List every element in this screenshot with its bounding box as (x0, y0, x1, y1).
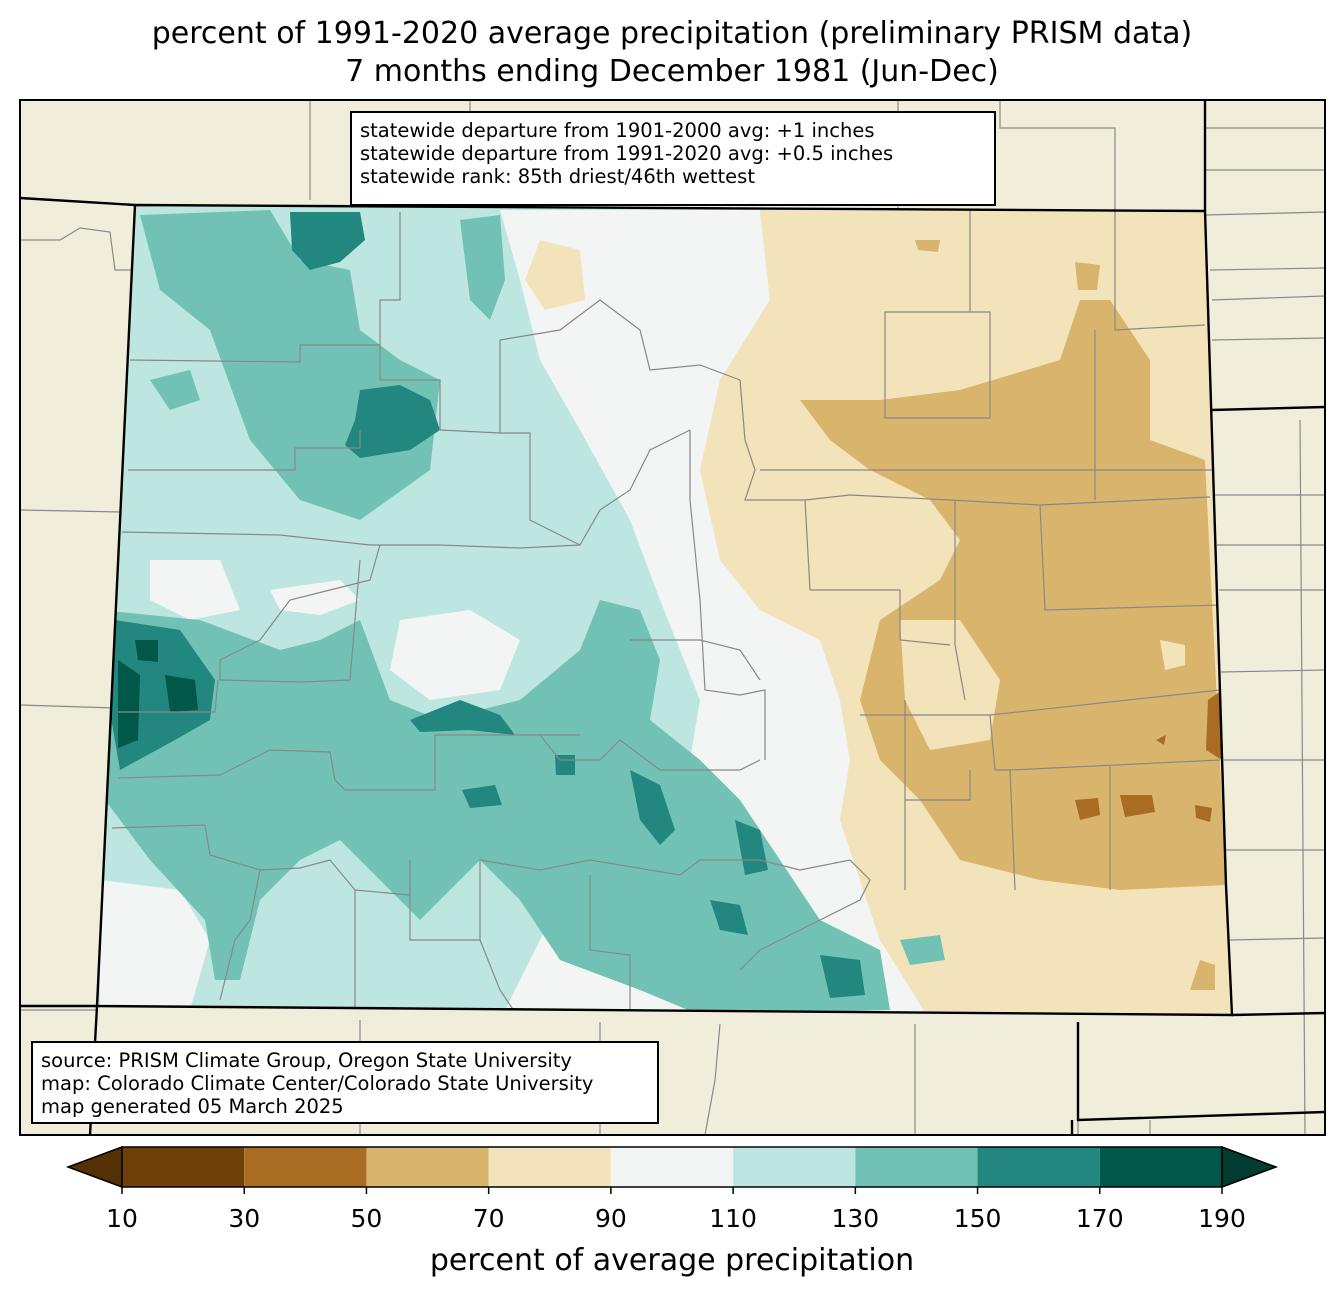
colorbar-tick-label: 10 (106, 1204, 138, 1233)
stats-rank: statewide rank: 85th driest/46th wettest (360, 165, 755, 188)
colorbar-tick-label: 110 (709, 1204, 757, 1233)
map-credit-line: map: Colorado Climate Center/Colorado St… (41, 1072, 594, 1095)
colorbar-bin-0 (122, 1147, 245, 1187)
colorbar-tick-label: 130 (831, 1204, 880, 1233)
colorbar-under-arrow (65, 1145, 123, 1189)
colorbar-tick-label: 170 (1075, 1204, 1124, 1233)
colorbar-over-arrow (1221, 1145, 1279, 1189)
colorbar-tick-label: 70 (472, 1204, 505, 1233)
statewide-stats-box: statewide departure from 1901-2000 avg: … (350, 111, 996, 206)
colorbar-tick-label: 90 (594, 1204, 627, 1233)
colorbar (65, 1145, 1279, 1194)
colorbar-bin-6 (855, 1147, 978, 1187)
colorbar-frame (121, 1146, 1223, 1188)
colorbar-bin-8 (1099, 1147, 1222, 1187)
colorado-precip-field (97, 205, 1232, 1015)
colorbar-bin-7 (977, 1147, 1100, 1187)
map-title-line2: 7 months ending December 1981 (Jun-Dec) (345, 54, 999, 89)
colorbar-bin-1 (244, 1147, 367, 1187)
colorbar-tick-label: 190 (1198, 1204, 1246, 1233)
colorbar-bin-5 (733, 1147, 856, 1187)
county-lines (111, 211, 1221, 1015)
stats-departure-1991: statewide departure from 1991-2020 avg: … (360, 142, 894, 165)
colorbar-bin-3 (488, 1147, 611, 1187)
colorbar-label: percent of average precipitation (429, 1243, 915, 1278)
colorbar-bin-4 (610, 1147, 734, 1187)
colorbar-bin-2 (366, 1147, 489, 1187)
colorbar-tick-label: 50 (350, 1204, 383, 1233)
source-credits-box: source: PRISM Climate Group, Oregon Stat… (31, 1041, 659, 1124)
map-border (19, 99, 1326, 1136)
colorbar-tick-label: 30 (228, 1204, 261, 1233)
stats-departure-1901: statewide departure from 1901-2000 avg: … (360, 119, 875, 142)
source-line: source: PRISM Climate Group, Oregon Stat… (41, 1049, 572, 1072)
map-title-line1: percent of 1991-2020 average precipitati… (151, 16, 1193, 51)
colorbar-tick-label: 150 (953, 1204, 1002, 1233)
generated-date-line: map generated 05 March 2025 (41, 1095, 344, 1118)
